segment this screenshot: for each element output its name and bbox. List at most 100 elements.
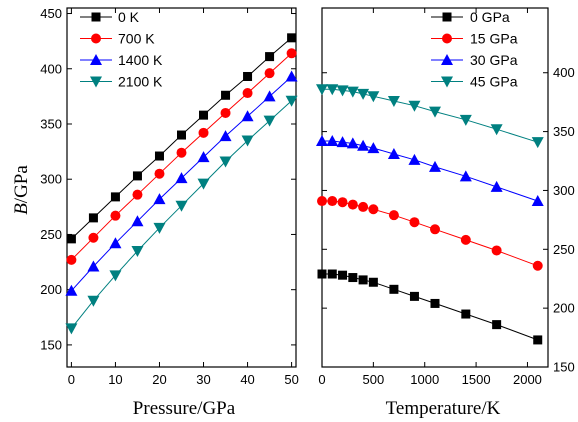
right-data-point	[429, 160, 441, 172]
left-data-point	[65, 284, 78, 296]
right-data-point	[460, 234, 471, 245]
right-data-point	[368, 277, 378, 287]
left-x-tick-label: 0	[68, 372, 75, 387]
right-series-3	[316, 135, 544, 207]
legend-marker	[91, 12, 101, 22]
right-data-point	[317, 196, 327, 207]
legend-marker	[441, 54, 453, 65]
left-data-point	[154, 151, 164, 161]
left-data-point	[109, 270, 122, 282]
right-data-point	[316, 84, 328, 96]
right-y-tick-label: 200	[553, 301, 575, 316]
right-data-point	[492, 320, 502, 330]
left-data-point	[176, 147, 187, 158]
right-data-point	[531, 195, 544, 207]
legend-label: 700 K	[118, 31, 155, 47]
right-series-1	[317, 269, 543, 345]
left-x-axis-title: Pressure/GPa	[133, 398, 236, 419]
left-data-point	[198, 127, 209, 138]
left-data-point	[153, 222, 166, 234]
right-data-point	[338, 270, 348, 280]
left-data-point	[175, 172, 188, 184]
right-y-tick-label: 300	[553, 183, 575, 198]
right-data-point	[491, 245, 502, 256]
left-y-tick-label: 150	[40, 337, 62, 352]
left-data-point	[109, 237, 122, 249]
left-series-3	[65, 70, 298, 296]
left-data-point	[131, 246, 144, 258]
left-data-point	[263, 90, 276, 102]
left-data-point	[66, 234, 76, 244]
right-data-point	[389, 284, 399, 294]
right-data-point	[357, 139, 370, 151]
right-legend: 0 GPa 15 GPa 30 GPa 45 GPa	[431, 9, 518, 90]
right-data-point	[347, 199, 358, 210]
left-data-point	[88, 213, 98, 223]
left-y-tick-label: 350	[40, 116, 62, 131]
right-data-point	[408, 153, 421, 165]
left-data-point	[110, 210, 121, 221]
right-data-point	[336, 136, 349, 148]
right-data-point	[388, 210, 399, 221]
right-data-point	[533, 335, 543, 345]
right-data-point	[337, 197, 348, 208]
left-data-point	[220, 107, 231, 118]
left-data-point	[153, 193, 166, 205]
left-data-point	[197, 178, 210, 190]
legend-label: 1400 K	[118, 52, 163, 68]
pressure-panel: 0 10 20 30 40 50 150 200 250 300 350 400 450 0 K 700 K…	[40, 6, 299, 387]
left-data-point	[154, 168, 165, 179]
left-data-point	[265, 52, 275, 62]
left-data-point	[221, 90, 231, 100]
legend-label: 0 GPa	[470, 9, 510, 25]
right-data-point	[408, 100, 421, 112]
left-data-point	[264, 68, 275, 79]
right-data-point	[357, 88, 370, 100]
left-series-line	[71, 76, 292, 292]
left-data-point	[197, 151, 210, 163]
right-data-point	[326, 84, 339, 96]
left-series-4	[65, 95, 298, 335]
right-x-tick-label: 0	[318, 372, 325, 387]
left-data-point	[131, 215, 144, 227]
left-data-point	[110, 192, 120, 202]
legend-label: 0 K	[118, 9, 140, 25]
right-y-tick-label: 150	[553, 360, 575, 375]
left-data-point	[241, 135, 254, 147]
left-data-point	[175, 200, 188, 212]
right-x-tick-label: 1000	[410, 372, 439, 387]
y-axis-title-unit: /GPa	[11, 165, 32, 204]
right-data-point	[461, 309, 471, 319]
right-data-point	[387, 95, 400, 107]
right-data-point	[358, 201, 369, 212]
left-data-point	[263, 115, 276, 127]
left-y-tick-label: 450	[40, 6, 62, 21]
left-data-point	[219, 130, 232, 142]
right-data-point	[409, 217, 420, 228]
legend-marker	[91, 33, 101, 44]
left-data-point	[286, 48, 297, 59]
left-y-tick-label: 400	[40, 61, 62, 76]
right-data-point	[367, 142, 380, 154]
left-data-point	[66, 254, 77, 265]
legend-label: 45 GPa	[470, 74, 518, 90]
right-data-point	[327, 196, 338, 207]
right-data-point	[317, 269, 327, 279]
right-data-point	[348, 273, 358, 283]
left-legend: 0 K 700 K 1400 K 2100 K	[80, 9, 163, 90]
right-data-point	[327, 269, 337, 279]
legend-marker	[442, 12, 452, 22]
right-data-point	[459, 170, 472, 182]
right-x-tick-label: 500	[363, 372, 385, 387]
left-data-point	[241, 110, 254, 122]
right-x-tick-label: 2000	[513, 372, 542, 387]
left-series-2	[66, 48, 297, 265]
legend-label: 30 GPa	[470, 52, 518, 68]
legend-marker	[442, 33, 452, 44]
right-series-line	[322, 88, 538, 143]
left-data-point	[88, 232, 99, 243]
left-data-point	[219, 156, 232, 168]
left-x-tick-label: 10	[108, 372, 122, 387]
left-y-tick-label: 200	[40, 282, 62, 297]
